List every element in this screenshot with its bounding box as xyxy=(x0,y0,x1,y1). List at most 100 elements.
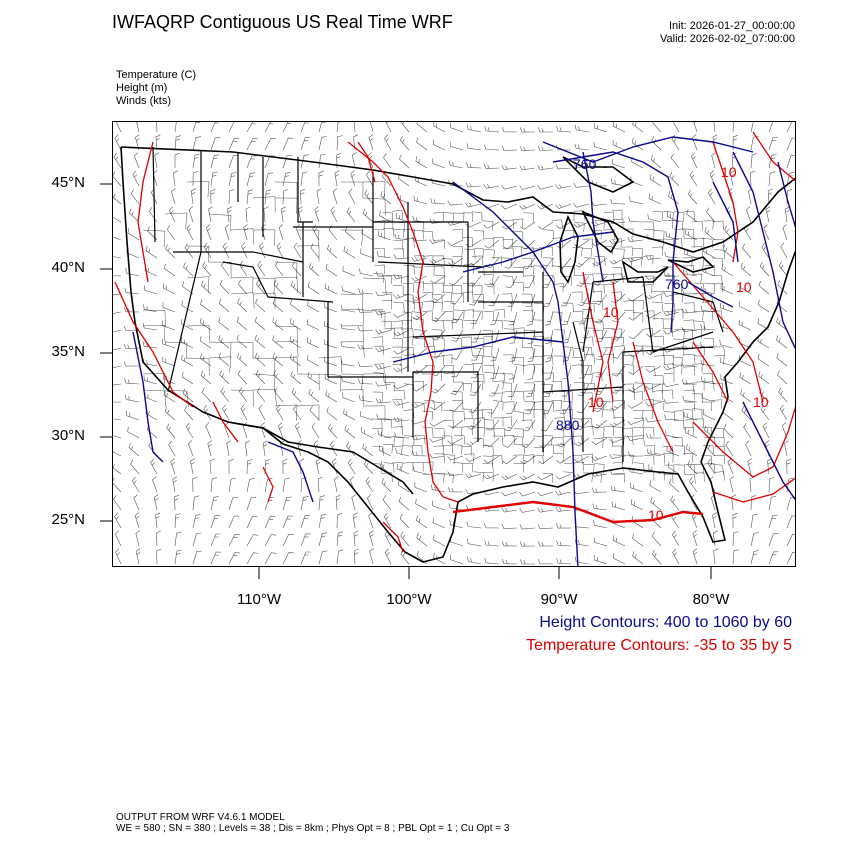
wind-barb xyxy=(224,224,230,241)
height-contour-label: 760 xyxy=(573,156,597,172)
temperature-contours-legend: Temperature Contours: -35 to 35 by 5 xyxy=(526,637,792,654)
wind-barb xyxy=(113,418,122,421)
wind-barb xyxy=(210,496,219,511)
county-line xyxy=(483,455,494,466)
wind-barb xyxy=(722,244,734,259)
wind-barb xyxy=(591,437,608,445)
wind-barb xyxy=(631,499,644,511)
wind-barb xyxy=(336,135,343,151)
county-line xyxy=(643,228,655,239)
wind-barb xyxy=(210,515,221,529)
county-line xyxy=(633,435,645,445)
county-line xyxy=(612,461,624,472)
wind-barb xyxy=(719,357,734,367)
county-line xyxy=(443,365,454,375)
wind-barb xyxy=(133,494,140,511)
temperature-contour xyxy=(712,477,795,503)
county-line xyxy=(484,237,495,248)
wind-barb xyxy=(192,495,200,511)
wind-barb xyxy=(364,189,374,205)
county-line xyxy=(571,364,583,374)
wind-barb xyxy=(129,208,140,223)
county-line xyxy=(230,276,254,293)
county-line xyxy=(552,437,564,447)
wind-barb xyxy=(645,329,662,338)
wind-barb xyxy=(375,310,392,316)
wind-barb xyxy=(555,221,572,229)
wind-barb xyxy=(537,473,554,481)
county-line xyxy=(623,355,634,365)
county-line xyxy=(701,401,712,412)
county-line xyxy=(274,276,298,294)
wind-barb xyxy=(261,224,266,241)
county-line xyxy=(622,427,634,437)
temperature-contour xyxy=(692,406,795,478)
county-line xyxy=(340,325,364,342)
wind-barb xyxy=(127,426,140,439)
wind-barb xyxy=(228,458,234,474)
county-line xyxy=(653,346,664,357)
wind-barb xyxy=(341,376,356,385)
wind-barb xyxy=(156,122,158,133)
wind-barb xyxy=(246,155,257,169)
wind-barb xyxy=(357,326,374,332)
county-line xyxy=(393,228,404,239)
county-line xyxy=(463,309,474,319)
wind-barb xyxy=(537,165,554,171)
county-line xyxy=(393,301,405,313)
wind-barb xyxy=(127,228,140,241)
wind-barb xyxy=(760,405,770,421)
county-line xyxy=(513,454,525,464)
county-line xyxy=(564,462,575,472)
wind-barb xyxy=(545,365,554,380)
county-line xyxy=(451,284,462,295)
wind-barb xyxy=(412,365,428,375)
county-line xyxy=(581,346,593,357)
wind-barb xyxy=(489,383,500,397)
county-line xyxy=(514,327,525,337)
wind-barb xyxy=(164,406,176,421)
county-line xyxy=(433,212,444,222)
wind-barb xyxy=(786,515,795,529)
county-line xyxy=(444,372,455,382)
wind-barb xyxy=(782,224,788,241)
county-line xyxy=(642,409,654,420)
wind-barb xyxy=(591,201,608,206)
county-line xyxy=(603,274,615,284)
county-line xyxy=(714,249,725,260)
wind-barb xyxy=(663,311,680,316)
wind-barb xyxy=(524,275,536,288)
county-line xyxy=(693,282,705,293)
county-line xyxy=(493,400,504,411)
wind-barb xyxy=(527,329,536,344)
height-contour xyxy=(132,331,164,463)
wind-barb xyxy=(393,365,410,373)
county-line xyxy=(684,474,696,484)
county-line xyxy=(653,375,664,385)
county-line xyxy=(623,300,634,310)
wind-barb xyxy=(412,450,428,457)
wind-barb xyxy=(687,460,698,475)
county-line xyxy=(461,446,472,456)
temperature-contour xyxy=(357,141,376,183)
wind-barb xyxy=(749,476,755,493)
county-line xyxy=(252,196,276,213)
wind-barb xyxy=(555,473,572,480)
county-line xyxy=(611,267,622,277)
county-line xyxy=(662,446,674,456)
county-line xyxy=(622,246,633,256)
county-line xyxy=(454,435,466,445)
county-line xyxy=(652,383,664,394)
county-line xyxy=(432,301,443,312)
wind-barb xyxy=(682,269,698,277)
wind-barb xyxy=(508,365,518,380)
wind-barb xyxy=(451,329,464,342)
wind-barb xyxy=(323,321,338,331)
wind-barb xyxy=(155,512,161,529)
wind-barb xyxy=(768,533,779,547)
wind-barb xyxy=(560,293,572,307)
county-line xyxy=(142,373,166,390)
county-line xyxy=(632,257,643,267)
county-line xyxy=(663,464,675,475)
temperature-contour xyxy=(382,521,404,553)
